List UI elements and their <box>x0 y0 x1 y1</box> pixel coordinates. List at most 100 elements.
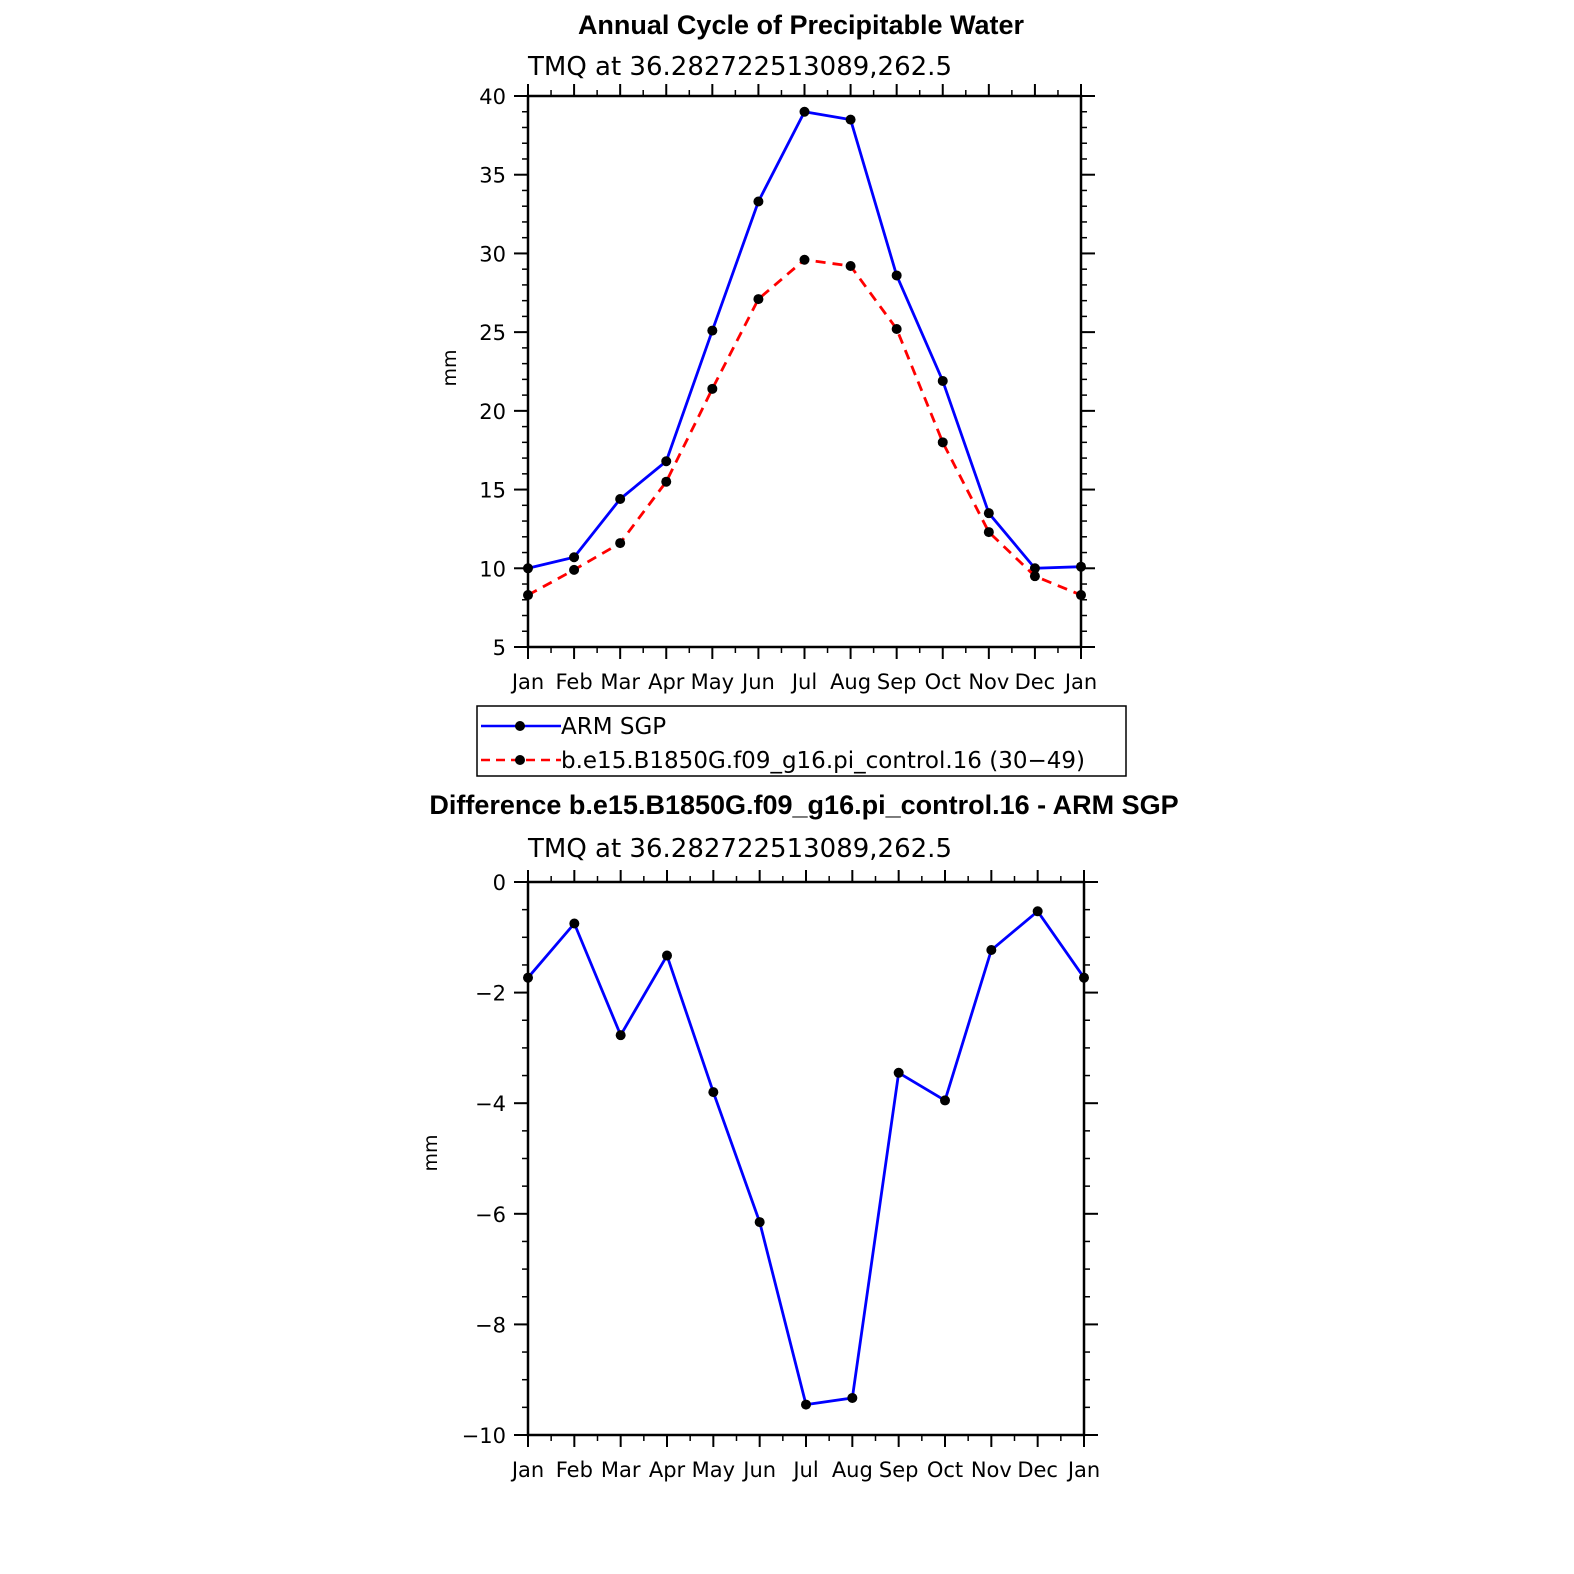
bottom-chart-subtitle: TMQ at 36.282722513089,262.5 <box>527 834 952 864</box>
bottom-series-0-point <box>893 1067 904 1078</box>
bottom-series-0-point <box>986 945 997 956</box>
top-x-tick-label: May <box>691 670 734 694</box>
bottom-x-tick-label: Jan <box>510 1458 544 1482</box>
top-series-1-point <box>983 527 994 538</box>
bottom-series-0-point <box>569 918 580 929</box>
top-x-tick-label: Jan <box>510 670 544 694</box>
top-series-0-point <box>661 456 672 467</box>
legend-label-model: b.e15.B1850G.f09_g16.pi_control.16 (30−4… <box>561 748 1085 774</box>
bottom-series-0-point <box>940 1095 950 1106</box>
top-series-0-point <box>983 508 994 519</box>
top-x-tick-label: Dec <box>1015 670 1056 694</box>
top-series-0-line <box>527 110 1082 570</box>
top-x-tick-label: Jun <box>740 670 775 694</box>
bottom-series-0-point <box>847 1392 858 1403</box>
bottom-x-tick-label: May <box>692 1458 735 1482</box>
legend-box <box>476 705 1127 777</box>
bottom-series-0-point <box>1079 972 1089 983</box>
bottom-chart: Difference b.e15.B1850G.f09_g16.pi_contr… <box>420 790 1179 1482</box>
top-y-tick-label: 20 <box>479 400 506 424</box>
bottom-y-tick-label: −6 <box>475 1203 506 1227</box>
top-series-0-point <box>891 270 902 281</box>
bottom-y-tick-label: 0 <box>493 871 506 895</box>
bottom-series-0-point <box>1032 906 1043 917</box>
top-series-1-point <box>569 564 580 575</box>
top-series-1-point <box>845 261 856 272</box>
top-y-tick-label: 25 <box>479 321 506 345</box>
bottom-x-tick-label: Apr <box>649 1458 686 1482</box>
top-x-tick-label: Feb <box>555 670 592 694</box>
bottom-y-tick-label: −4 <box>475 1092 506 1116</box>
top-chart-subtitle: TMQ at 36.282722513089,262.5 <box>527 52 952 82</box>
top-chart-ylabel: mm <box>439 349 461 386</box>
legend: ARM SGP b.e15.B1850G.f09_g16.pi_control.… <box>476 705 1127 777</box>
legend-label-arm-sgp: ARM SGP <box>561 714 666 740</box>
top-series-0-point <box>615 494 626 505</box>
top-y-tick-label: 40 <box>479 85 506 109</box>
bottom-series-0-point <box>708 1087 719 1098</box>
top-series-0-point <box>937 375 948 386</box>
top-y-tick-label: 5 <box>493 636 506 660</box>
top-series-0-point <box>845 114 856 125</box>
top-series-1-line <box>527 258 1082 597</box>
bottom-x-tick-label: Sep <box>879 1458 919 1482</box>
top-series-1-point <box>707 383 718 394</box>
top-y-tick-label: 15 <box>479 479 506 503</box>
top-x-tick-label: Mar <box>600 670 640 694</box>
legend-marker-arm-sgp <box>515 721 525 731</box>
bottom-x-tick-label: Aug <box>832 1458 873 1482</box>
bottom-x-tick-label: Feb <box>556 1458 593 1482</box>
top-series-1-point <box>799 254 810 265</box>
top-series-1-point <box>753 294 764 305</box>
top-series-1-point <box>1076 590 1086 601</box>
top-series-1-point <box>891 323 902 334</box>
bottom-series-0-point <box>662 950 672 961</box>
top-chart-series <box>523 106 1086 601</box>
bottom-x-tick-label: Jul <box>791 1458 818 1482</box>
top-series-0-point <box>1029 563 1040 574</box>
bottom-chart-series <box>523 906 1089 1410</box>
bottom-series-0-point <box>754 1217 765 1228</box>
top-chart-axes: Jan Feb Mar Apr May Jun Jul Aug Sep Oct Nov Dec Jan5… <box>479 84 1097 694</box>
bottom-x-tick-label: Jan <box>1066 1458 1100 1482</box>
top-y-tick-label: 10 <box>479 557 506 581</box>
bottom-series-0-point <box>801 1399 811 1410</box>
top-series-0-point <box>1076 561 1086 572</box>
top-y-tick-label: 30 <box>479 242 506 266</box>
bottom-x-tick-label: Dec <box>1017 1458 1058 1482</box>
bottom-series-0-point <box>615 1030 626 1041</box>
top-x-tick-label: Apr <box>648 670 685 694</box>
top-series-1-point <box>1029 571 1040 582</box>
top-x-tick-label: Aug <box>830 670 871 694</box>
bottom-chart-title: Difference b.e15.B1850G.f09_g16.pi_contr… <box>429 790 1178 820</box>
top-series-0-point <box>753 196 764 207</box>
bottom-y-tick-label: −8 <box>475 1313 506 1337</box>
top-series-0-point <box>569 552 580 563</box>
bottom-y-tick-label: −10 <box>462 1424 506 1448</box>
top-series-0-point <box>799 106 810 117</box>
bottom-x-tick-label: Mar <box>601 1458 641 1482</box>
bottom-series-0-point <box>523 972 533 983</box>
top-chart: Annual Cycle of Precipitable Water TMQ a… <box>439 10 1097 694</box>
top-series-1-point <box>615 538 626 549</box>
top-x-tick-label: Nov <box>968 670 1009 694</box>
top-series-1-point <box>661 476 672 487</box>
top-series-1-point <box>937 437 948 448</box>
legend-marker-model <box>515 755 525 765</box>
bottom-chart-axes: Jan Feb Mar Apr May Jun Jul Aug Sep Oct Nov Dec Jan−… <box>462 870 1100 1482</box>
bottom-series-0-line <box>526 909 1086 1406</box>
top-series-1-point <box>523 590 533 601</box>
top-x-tick-label: Jan <box>1063 670 1097 694</box>
top-chart-title: Annual Cycle of Precipitable Water <box>578 10 1025 40</box>
top-plot-frame <box>526 94 1083 649</box>
bottom-chart-ylabel: mm <box>420 1134 442 1171</box>
top-x-tick-label: Oct <box>925 670 961 694</box>
top-x-tick-label: Sep <box>877 670 917 694</box>
top-x-tick-label: Jul <box>790 670 817 694</box>
bottom-x-tick-label: Jun <box>741 1458 776 1482</box>
bottom-x-tick-label: Nov <box>971 1458 1012 1482</box>
bottom-y-tick-label: −2 <box>475 982 506 1006</box>
bottom-plot-frame <box>526 880 1086 1437</box>
top-y-tick-label: 35 <box>479 164 506 188</box>
